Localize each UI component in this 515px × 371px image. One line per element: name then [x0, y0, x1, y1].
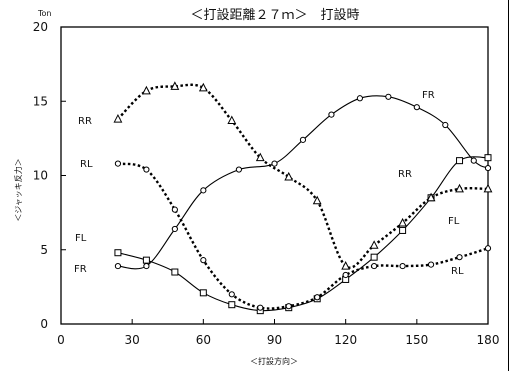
series-fl-point — [456, 157, 464, 165]
series-fl-point — [171, 268, 179, 276]
series-fr-point — [143, 262, 150, 270]
series-fr-point — [470, 157, 477, 164]
series-rl-line — [117, 162, 489, 310]
y-tick-label: 20 — [33, 20, 48, 34]
series-fr-point — [356, 95, 363, 102]
series-fr-point — [442, 121, 449, 129]
series-label-fl: FL — [75, 233, 87, 244]
y-axis-title: ＜ジャッキ反力＞ — [13, 158, 23, 222]
series-fl-point — [484, 154, 492, 162]
series-label-fr: FR — [74, 264, 87, 275]
series-layer — [113, 81, 493, 315]
series-rr-point — [426, 192, 436, 202]
series-rl-point — [228, 291, 235, 298]
series-rr-point — [369, 240, 379, 249]
series-rl-point — [171, 206, 178, 213]
series-fl-point — [142, 256, 150, 264]
unit-label: Ton — [37, 9, 52, 18]
x-tick-label: 180 — [477, 333, 500, 347]
series-fr-point — [271, 160, 278, 167]
x-tick-label: 90 — [267, 333, 282, 347]
series-rr-point — [170, 81, 180, 90]
series-fr-point — [484, 164, 492, 172]
series-label-fl: FL — [448, 216, 460, 227]
series-fl-point — [114, 249, 122, 257]
series-fr-point — [114, 262, 122, 270]
series-rl-point — [114, 160, 122, 167]
series-rr-point — [284, 171, 294, 181]
axis-ticks: 0 30 60 90 120 150 180 0 5 10 15 20 — [33, 20, 500, 347]
series-fr-point — [385, 93, 392, 100]
series-rl-point — [285, 303, 292, 310]
series-fr-point — [299, 136, 307, 143]
series-rl-point — [257, 304, 264, 311]
series-rl-point — [200, 257, 207, 264]
x-tick-label: 120 — [334, 333, 357, 347]
chart-title: ＜打設距離２７ｍ＞ 打設時 — [190, 7, 359, 23]
series-rr-point — [141, 85, 151, 95]
series-rr-point — [341, 260, 351, 270]
series-rr-point — [227, 115, 237, 125]
series-rl-point — [143, 166, 150, 173]
x-tick-label: 150 — [405, 333, 428, 347]
series-rl-point — [342, 271, 349, 279]
series-rl-point — [399, 262, 406, 270]
series-fl-point — [228, 301, 236, 309]
series-rl-point — [371, 262, 378, 270]
series-fl-point — [399, 226, 407, 234]
series-label-rr: RR — [398, 169, 412, 180]
series-fl-point — [370, 253, 378, 261]
series-fr-point — [200, 187, 207, 194]
series-fr-line — [117, 95, 489, 270]
series-rr-line — [117, 83, 489, 269]
series-fl-line — [117, 156, 489, 312]
series-rr-point — [113, 113, 123, 123]
series-rr-point — [483, 183, 493, 193]
series-rl-point — [314, 294, 321, 301]
series-rr — [113, 81, 493, 270]
series-label-rl: RL — [80, 159, 93, 170]
series-rl — [114, 160, 492, 311]
plot-frame — [60, 26, 489, 325]
series-fr-point — [235, 166, 243, 173]
series-fr — [114, 93, 492, 270]
y-tick-label: 0 — [40, 317, 48, 331]
x-tick-label: 30 — [125, 333, 140, 347]
series-rr-point — [455, 183, 464, 193]
series-rr-point — [398, 217, 408, 227]
series-label-fr: FR — [422, 90, 435, 101]
series-rl-point — [456, 254, 463, 261]
series-label-layer: RR RL FL FR FR RR FL RL — [74, 90, 464, 277]
scan-edge-line — [508, 0, 509, 371]
series-fr-point — [171, 225, 178, 233]
series-rr-point — [312, 195, 322, 205]
series-rl-point — [484, 245, 492, 252]
series-fl-point — [199, 289, 207, 297]
x-tick-label: 0 — [57, 333, 65, 347]
y-tick-label: 10 — [33, 169, 48, 183]
series-fr-point — [413, 104, 420, 111]
x-tick-label: 60 — [196, 333, 211, 347]
series-label-rr: RR — [78, 116, 92, 127]
series-fr-point — [328, 111, 335, 118]
y-tick-label: 5 — [40, 243, 48, 257]
series-rr-point — [198, 82, 208, 92]
series-label-rl: RL — [451, 266, 464, 277]
x-axis-title: ＜打設方向＞ — [250, 356, 298, 366]
series-rr-point — [255, 152, 265, 162]
series-rl-point — [427, 261, 435, 268]
y-tick-label: 15 — [33, 94, 48, 108]
